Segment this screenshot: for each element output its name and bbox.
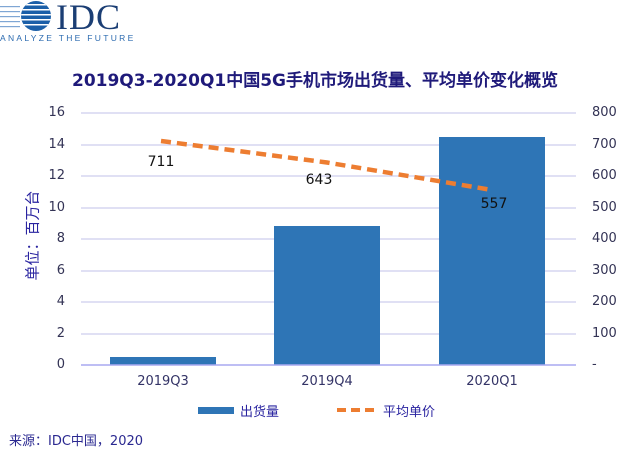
legend-bar-swatch [198, 407, 234, 414]
logo-tagline: ANALYZE THE FUTURE [0, 33, 136, 43]
y-tick: 2 [56, 326, 65, 341]
y2-tick: 700 [592, 137, 617, 152]
idc-logo: IDC ANALYZE THE FUTURE [0, 0, 140, 44]
data-label-2019q4: 643 [305, 172, 333, 188]
data-label-2020q1: 557 [480, 196, 508, 212]
y-tick: 8 [56, 231, 65, 246]
data-label-2019q3: 711 [147, 154, 175, 170]
y2-tick: 100 [592, 326, 617, 341]
y2-tick: 400 [592, 231, 617, 246]
y2-tick: 500 [592, 200, 617, 215]
y2-tick: 800 [592, 105, 617, 120]
legend-shipments: 出货量 [240, 405, 280, 420]
y-tick: 14 [48, 137, 65, 152]
globe-icon [0, 1, 51, 31]
chart-title: 2019Q3-2020Q1中国5G手机市场出货量、平均单价变化概览 [71, 71, 559, 91]
line-series-avg-price [160, 138, 493, 193]
y-tick: 16 [48, 105, 65, 120]
x-category: 2019Q3 [137, 374, 189, 389]
bar-2019q3 [110, 357, 216, 365]
y-tick: 6 [56, 263, 65, 278]
legend-avg-price: 平均单价 [383, 405, 436, 420]
y-tick: 12 [48, 168, 65, 183]
y2-tick: 600 [592, 168, 617, 183]
bar-2020q1 [439, 137, 545, 365]
x-category: 2019Q4 [301, 374, 353, 389]
y-tick: 0 [56, 357, 65, 372]
y-tick: 10 [48, 200, 65, 215]
y2-tick: 200 [592, 294, 617, 309]
x-category: 2020Q1 [466, 374, 518, 389]
bar-series-shipments [110, 137, 545, 365]
y2-tick: - [592, 357, 597, 372]
bar-2019q4 [274, 226, 380, 365]
source-note: 来源：IDC中国，2020 [9, 434, 144, 449]
y-tick: 4 [56, 294, 65, 309]
y2-tick: 300 [592, 263, 617, 278]
logo-brand: IDC [56, 0, 121, 37]
